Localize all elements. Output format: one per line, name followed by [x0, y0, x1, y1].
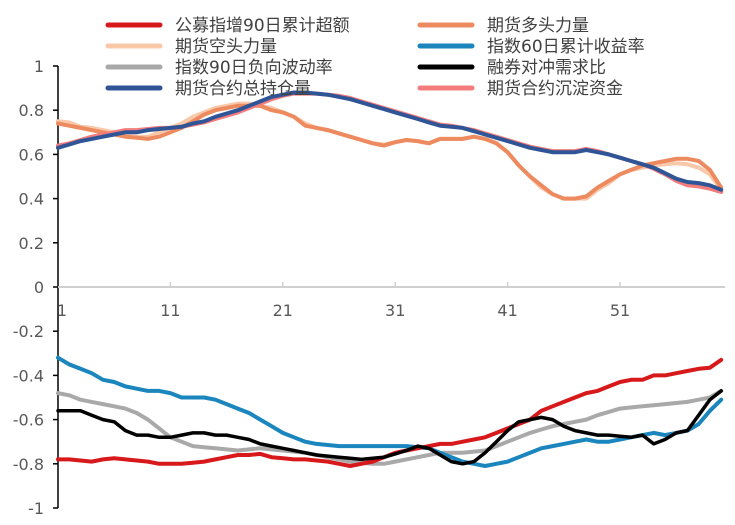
axes: 10.80.60.40.20-0.2-0.4-0.6-0.8-11 11 21 31 4…	[13, 57, 726, 518]
x-tick-label: 11	[160, 301, 180, 320]
series-line-6	[56, 90, 724, 192]
legend-label-7: 期货合约沉淀资金	[487, 79, 623, 99]
legend-label-0: 公募指增90日累计超额	[175, 16, 350, 36]
y-tick-label: 0	[34, 278, 44, 297]
series-line-0	[56, 357, 724, 468]
series-line-2	[56, 101, 724, 201]
series-lines	[56, 90, 724, 468]
x-tick-label: 41	[497, 301, 517, 320]
x-tick-label: 1	[57, 301, 67, 320]
legend-label-2: 期货空头力量	[175, 37, 277, 57]
legend-label-4: 指数90日负向波动率	[175, 58, 333, 78]
y-tick-label: 0.6	[19, 145, 44, 164]
y-tick-label: -0.4	[13, 366, 44, 385]
legend-label-1: 期货多头力量	[487, 16, 589, 36]
series-line-3	[56, 355, 724, 468]
y-tick-label: 1	[34, 57, 44, 76]
y-tick-label: -0.8	[13, 455, 44, 474]
legend-label-6: 期货合约总持仓量	[175, 79, 311, 99]
x-tick-label: 51	[610, 301, 630, 320]
legend-label-5: 融券对冲需求比	[487, 58, 606, 78]
x-tick-label: 31	[385, 301, 405, 320]
y-tick-label: 0.8	[19, 101, 44, 120]
y-tick-label: -1	[28, 499, 44, 518]
y-tick-label: 0.2	[19, 234, 44, 253]
x-tick-label: 21	[273, 301, 293, 320]
y-tick-label: -0.6	[13, 411, 44, 430]
series-line-1	[56, 103, 724, 201]
y-tick-label: -0.2	[13, 322, 44, 341]
series-line-5	[56, 389, 723, 466]
legend-label-3: 指数60日累计收益率	[487, 37, 645, 57]
y-tick-label: 0.4	[19, 190, 44, 209]
